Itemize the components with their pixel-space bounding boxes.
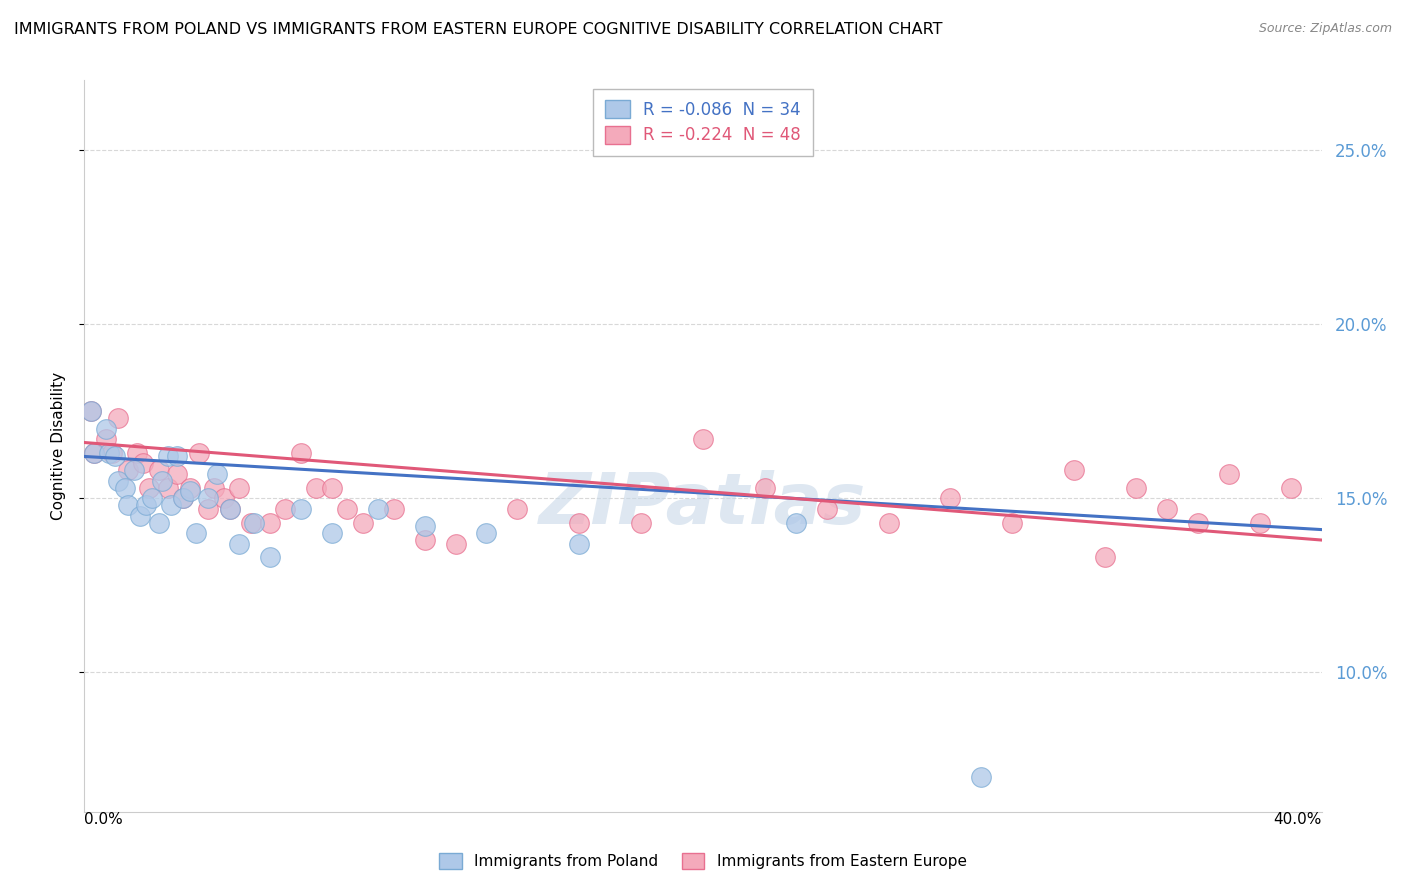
Point [79, 404, 101, 418]
Point [290, 501, 312, 516]
Text: IMMIGRANTS FROM POLAND VS IMMIGRANTS FROM EASTERN EUROPE COGNITIVE DISABILITY CO: IMMIGRANTS FROM POLAND VS IMMIGRANTS FRO… [14, 22, 942, 37]
Point [1156, 501, 1178, 516]
Text: Source: ZipAtlas.com: Source: ZipAtlas.com [1258, 22, 1392, 36]
Point [754, 481, 776, 495]
Point [101, 446, 124, 460]
Point [1249, 516, 1271, 530]
Point [172, 491, 194, 506]
Point [160, 498, 183, 512]
Point [104, 450, 127, 464]
Point [939, 491, 962, 506]
Point [1218, 467, 1240, 481]
Point [321, 481, 343, 495]
Point [148, 516, 170, 530]
Point [240, 516, 263, 530]
Point [785, 516, 807, 530]
Point [228, 481, 250, 495]
Point [148, 463, 170, 477]
Point [125, 446, 148, 460]
Point [970, 770, 993, 784]
Point [150, 474, 173, 488]
Point [114, 481, 136, 495]
Point [1001, 516, 1024, 530]
Text: 0.0%: 0.0% [84, 812, 124, 827]
Point [107, 474, 129, 488]
Point [107, 411, 129, 425]
Point [117, 498, 139, 512]
Point [1187, 516, 1209, 530]
Point [166, 450, 188, 464]
Point [352, 516, 374, 530]
Point [83, 446, 105, 460]
Point [259, 516, 281, 530]
Point [207, 467, 229, 481]
Point [156, 481, 179, 495]
Legend: R = -0.086  N = 34, R = -0.224  N = 48: R = -0.086 N = 34, R = -0.224 N = 48 [593, 88, 813, 156]
Y-axis label: Cognitive Disability: Cognitive Disability [51, 372, 66, 520]
Point [321, 526, 343, 541]
Point [336, 501, 359, 516]
Point [83, 446, 105, 460]
Text: ZIPatlas: ZIPatlas [540, 470, 866, 539]
Point [815, 501, 838, 516]
Point [367, 501, 389, 516]
Point [212, 491, 235, 506]
Point [197, 491, 219, 506]
Point [290, 446, 312, 460]
Point [129, 508, 152, 523]
Point [122, 463, 145, 477]
Point [506, 501, 529, 516]
Point [138, 481, 160, 495]
Point [305, 481, 328, 495]
Point [382, 501, 405, 516]
Point [243, 516, 266, 530]
Point [132, 457, 155, 471]
Point [1125, 481, 1147, 495]
Point [197, 501, 219, 516]
Point [568, 516, 591, 530]
Point [98, 446, 121, 460]
Point [692, 432, 714, 446]
Point [218, 501, 240, 516]
Point [166, 467, 188, 481]
Point [259, 550, 281, 565]
Point [568, 536, 591, 550]
Point [179, 484, 201, 499]
Point [172, 491, 194, 506]
Point [94, 421, 117, 435]
Point [94, 432, 117, 446]
Point [187, 446, 209, 460]
Point [79, 404, 101, 418]
Point [184, 526, 207, 541]
Point [1279, 481, 1302, 495]
Point [1063, 463, 1085, 477]
Text: 40.0%: 40.0% [1274, 812, 1322, 827]
Point [877, 516, 900, 530]
Point [135, 498, 157, 512]
Legend: Immigrants from Poland, Immigrants from Eastern Europe: Immigrants from Poland, Immigrants from … [433, 847, 973, 875]
Point [218, 501, 240, 516]
Point [413, 519, 436, 533]
Point [117, 463, 139, 477]
Point [274, 501, 297, 516]
Point [630, 516, 652, 530]
Point [444, 536, 467, 550]
Point [228, 536, 250, 550]
Point [141, 491, 163, 506]
Point [413, 533, 436, 547]
Point [156, 450, 179, 464]
Point [475, 526, 498, 541]
Point [202, 481, 225, 495]
Point [1094, 550, 1116, 565]
Point [179, 481, 201, 495]
